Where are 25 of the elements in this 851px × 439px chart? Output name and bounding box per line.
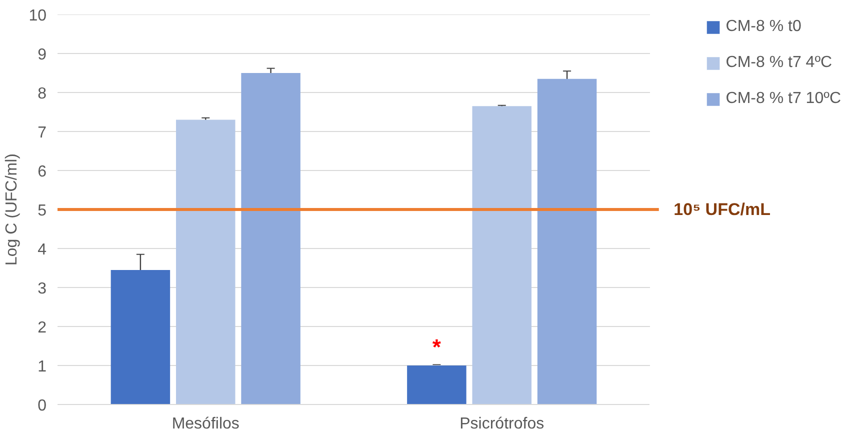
bar bbox=[110, 270, 170, 404]
bar bbox=[472, 106, 532, 404]
y-tick-label: 7 bbox=[38, 124, 47, 142]
legend-label: CM-8 % t7 10ºC bbox=[726, 90, 841, 108]
bar bbox=[241, 73, 300, 404]
bar bbox=[537, 78, 597, 404]
ref-line-label: 10⁵ UFC/mL bbox=[674, 200, 770, 219]
annotation: * bbox=[432, 334, 442, 360]
bar bbox=[176, 120, 236, 404]
legend-label: CM-8 % t0 bbox=[726, 18, 802, 36]
y-tick-label: 5 bbox=[38, 202, 47, 220]
y-tick-label: 8 bbox=[38, 86, 47, 102]
y-tick-label: 3 bbox=[38, 280, 47, 298]
y-tick-label: 6 bbox=[38, 164, 47, 180]
bar bbox=[407, 366, 466, 404]
x-tick-label: Psicrótrofos bbox=[460, 416, 544, 432]
y-axis-title: Log C (UFC/ml) bbox=[4, 153, 21, 266]
y-tick-label: 4 bbox=[38, 242, 47, 258]
y-tick-label: 1 bbox=[38, 358, 47, 376]
y-tick-label: 10 bbox=[28, 8, 47, 24]
y-tick-label: 2 bbox=[38, 320, 47, 336]
legend-label: CM-8 % t7 4ºC bbox=[726, 54, 832, 72]
y-tick-label: 0 bbox=[38, 398, 47, 414]
y-tick-label: 9 bbox=[38, 46, 47, 64]
x-tick-label: Mesófilos bbox=[172, 416, 240, 432]
